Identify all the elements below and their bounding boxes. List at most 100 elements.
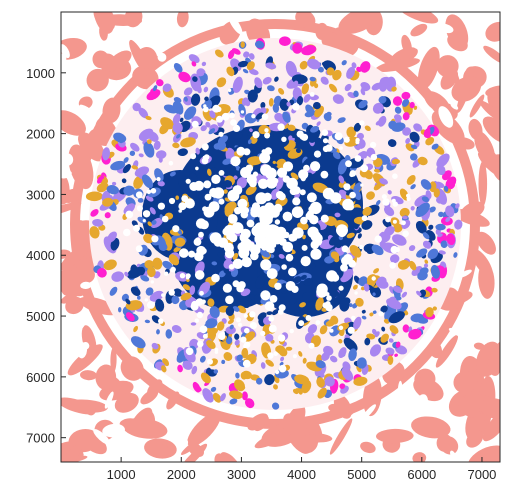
cell-marker: [157, 180, 165, 187]
nucleus-marker: [273, 351, 279, 357]
nucleus-marker: [268, 324, 277, 333]
cell-marker: [307, 58, 321, 70]
stroma-gap: [157, 52, 167, 62]
stroma-patch: [431, 110, 465, 145]
cell-marker: [255, 112, 264, 120]
cell-marker: [364, 125, 371, 132]
cell-marker: [90, 209, 99, 217]
nucleus-marker: [308, 205, 316, 213]
cell-marker: [123, 185, 135, 196]
cell-marker: [361, 220, 373, 230]
cell-marker: [313, 101, 321, 110]
nucleus-marker: [244, 341, 251, 348]
cell-marker: [378, 96, 387, 104]
cell-marker: [320, 76, 329, 85]
cell-marker: [177, 214, 181, 219]
stroma-gap: [457, 269, 472, 278]
nucleus-marker: [288, 267, 297, 277]
x-tick-label: 1000: [107, 467, 136, 482]
nucleus-marker: [338, 325, 344, 330]
stroma-patch: [417, 46, 440, 90]
cell-marker: [252, 151, 258, 156]
cell-marker: [416, 248, 428, 258]
nucleus-marker: [238, 322, 242, 327]
cell-marker: [223, 261, 231, 269]
nucleus-marker: [178, 209, 182, 213]
cell-marker: [214, 49, 224, 58]
cell-marker: [329, 355, 338, 363]
cell-marker: [111, 271, 125, 282]
cell-marker: [130, 264, 139, 277]
stroma-patch: [92, 50, 110, 69]
cell-marker: [401, 291, 408, 298]
cell-marker: [211, 261, 218, 266]
cell-marker: [107, 231, 117, 243]
cell-marker: [394, 106, 402, 114]
cell-marker: [165, 329, 173, 339]
cell-marker: [235, 372, 240, 379]
stroma-gap: [438, 106, 454, 128]
stroma-gap: [94, 91, 112, 104]
cell-marker: [211, 167, 218, 172]
cell-marker: [316, 377, 325, 388]
stroma-gap: [450, 103, 459, 110]
cell-marker: [402, 324, 410, 333]
nucleus-marker: [347, 326, 355, 334]
cell-marker: [358, 99, 368, 109]
cell-marker: [409, 131, 420, 143]
stroma-patch: [456, 79, 471, 113]
nucleus-marker: [343, 136, 350, 143]
nucleus-marker: [135, 245, 143, 253]
stroma-patch: [487, 339, 500, 368]
nucleus-marker: [282, 175, 291, 183]
cell-marker: [202, 388, 214, 403]
nucleus-marker: [222, 283, 232, 293]
cell-marker: [272, 160, 276, 165]
cell-marker: [112, 181, 117, 186]
nucleus-marker: [320, 214, 329, 223]
nucleus-marker: [231, 222, 244, 234]
cell-marker: [255, 377, 263, 385]
stroma-gap: [61, 153, 74, 166]
nucleus-marker: [301, 244, 308, 251]
nucleus-marker: [289, 187, 298, 196]
nucleus-marker: [250, 251, 259, 261]
nucleus-marker: [147, 301, 155, 309]
cell-marker: [267, 85, 275, 92]
cell-marker: [145, 115, 152, 121]
cell-marker: [230, 58, 242, 72]
cell-marker: [307, 263, 317, 269]
cell-marker: [206, 327, 213, 336]
cell-marker: [162, 83, 172, 92]
nucleus-marker: [237, 198, 248, 209]
cell-marker: [347, 178, 355, 186]
cell-marker: [353, 122, 361, 132]
cell-marker: [366, 333, 376, 340]
nucleus-marker: [264, 215, 273, 225]
cell-marker: [352, 284, 358, 290]
stroma-patch: [85, 405, 96, 416]
nucleus-marker: [336, 224, 348, 237]
stroma-patch: [160, 444, 169, 457]
cell-marker: [287, 124, 296, 131]
cell-marker: [278, 254, 285, 259]
y-tick-label: 3000: [26, 187, 55, 202]
cell-marker: [226, 66, 235, 77]
cell-marker: [196, 71, 205, 77]
cell-marker: [425, 190, 432, 200]
stroma-patch: [68, 257, 97, 294]
cell-marker: [335, 244, 342, 249]
nucleus-marker: [351, 315, 356, 321]
stroma-patch: [99, 23, 108, 41]
cell-marker: [205, 318, 218, 329]
axes-box: [60, 11, 501, 463]
cell-marker: [229, 398, 238, 405]
cell-marker: [162, 260, 173, 270]
cell-marker: [183, 96, 188, 102]
cell-marker: [157, 235, 167, 250]
nucleus-marker: [161, 215, 169, 223]
cell-marker: [324, 151, 331, 160]
cell-marker: [371, 244, 384, 256]
cell-marker: [190, 322, 197, 326]
nucleus-marker: [218, 131, 224, 137]
